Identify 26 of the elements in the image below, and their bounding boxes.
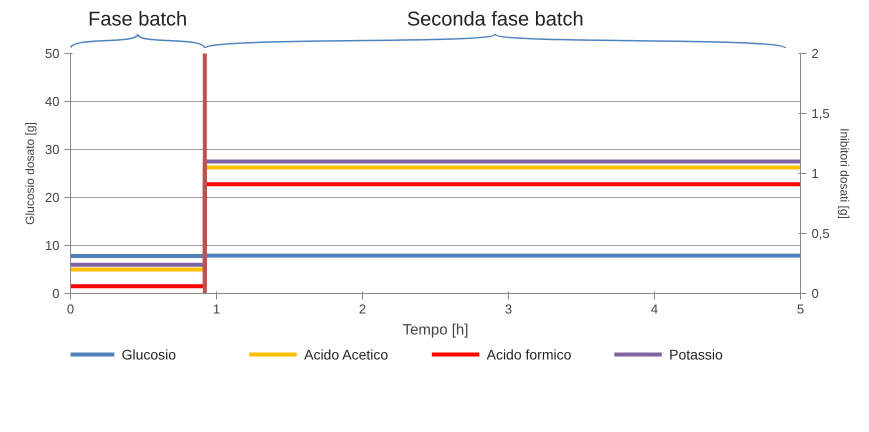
x-tick-label: 3 bbox=[504, 302, 512, 316]
y-tick-label: 40 bbox=[45, 94, 60, 109]
x-tick-label: 4 bbox=[650, 302, 658, 316]
x-tick-label: 2 bbox=[358, 302, 366, 316]
y2-tick-label: 1 bbox=[812, 166, 819, 181]
y-tick-label: 50 bbox=[45, 46, 60, 61]
x-tick-label: 5 bbox=[796, 302, 804, 316]
legend-label: Acido Acetico bbox=[304, 346, 388, 362]
y-tick-label: 10 bbox=[45, 238, 60, 253]
y2-tick-label: 2 bbox=[812, 46, 819, 61]
legend-label: Glucosio bbox=[122, 346, 176, 362]
y2-tick-label: 0 bbox=[812, 286, 819, 301]
x-tick-label: 1 bbox=[212, 302, 220, 316]
text: Fase batch bbox=[88, 8, 188, 30]
legend-label: Acido formico bbox=[486, 346, 572, 362]
text: Seconda fase batch bbox=[406, 8, 584, 30]
y-tick-label: 20 bbox=[45, 190, 60, 205]
y2-axis-title: Inibitori dosati [g] bbox=[838, 128, 852, 219]
legend-label: Potassio bbox=[669, 346, 724, 362]
y-axis-title: Glucosio dosato [g] bbox=[23, 122, 38, 225]
x-axis-title: Tempo [h] bbox=[402, 322, 468, 338]
y2-tick-label: 0,5 bbox=[812, 226, 830, 241]
y-tick-label: 30 bbox=[45, 142, 60, 157]
y-tick-label: 0 bbox=[52, 286, 60, 301]
y2-tick-label: 1,5 bbox=[812, 106, 830, 121]
x-tick-label: 0 bbox=[66, 302, 74, 316]
